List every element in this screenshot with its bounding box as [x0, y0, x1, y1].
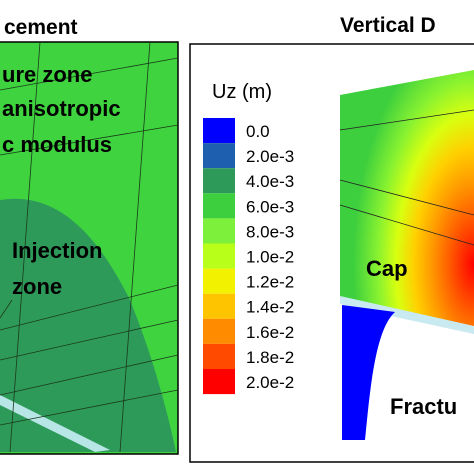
contour: [340, 70, 474, 330]
legend-swatch: [203, 218, 235, 244]
label: anisotropic: [2, 96, 121, 121]
legend-label: 1.6e-2: [246, 323, 294, 342]
legend-swatch: [203, 193, 235, 219]
legend-label: 1.4e-2: [246, 298, 294, 317]
right-panel: Vertical D Cap Fractu Uz (m) 0.0 2.0e-3 4.…: [189, 14, 474, 463]
legend-label: 1.2e-2: [246, 273, 294, 292]
legend-swatch: [203, 168, 235, 194]
label: zone: [12, 274, 62, 299]
legend-swatch: [203, 293, 235, 319]
legend-title: Uz (m): [212, 81, 272, 103]
band: [340, 296, 474, 334]
label: Injection: [12, 238, 102, 263]
band: [0, 395, 110, 452]
label: c modulus: [2, 132, 112, 157]
legend-swatch: [203, 343, 235, 369]
legend-label: 4.0e-3: [246, 172, 294, 191]
legend-swatch: [203, 118, 235, 144]
panel-title: Vertical D: [340, 14, 436, 37]
legend-swatch: [203, 268, 235, 294]
legend-label: 2.0e-3: [246, 147, 294, 166]
label: Cap: [366, 256, 408, 281]
fracture-zone-area: [342, 305, 395, 440]
legend-label: 8.0e-3: [246, 222, 294, 241]
legend: 0.0 2.0e-3 4.0e-3 6.0e-3 8.0e-3 1.0e-2 1.2e-2 1…: [203, 118, 294, 395]
legend-swatch: [203, 369, 235, 395]
left-panel: cement ure zone anisotropic c modulus In…: [0, 16, 179, 455]
mesh-lines: [0, 41, 179, 453]
legend-swatch: [203, 318, 235, 344]
legend-swatch: [203, 243, 235, 269]
legend-label: 0.0: [246, 122, 270, 141]
injection-zone-area: [0, 198, 176, 452]
legend-label: 6.0e-3: [246, 197, 294, 216]
legend-label: 1.0e-2: [246, 248, 294, 267]
panel-title: cement: [4, 16, 78, 39]
label: Fractu: [390, 394, 457, 419]
mesh-lines: [339, 109, 474, 246]
label: ure zone: [2, 62, 92, 87]
legend-swatch: [203, 143, 235, 169]
legend-label: 1.8e-2: [246, 348, 294, 367]
legend-label: 2.0e-2: [246, 373, 294, 392]
